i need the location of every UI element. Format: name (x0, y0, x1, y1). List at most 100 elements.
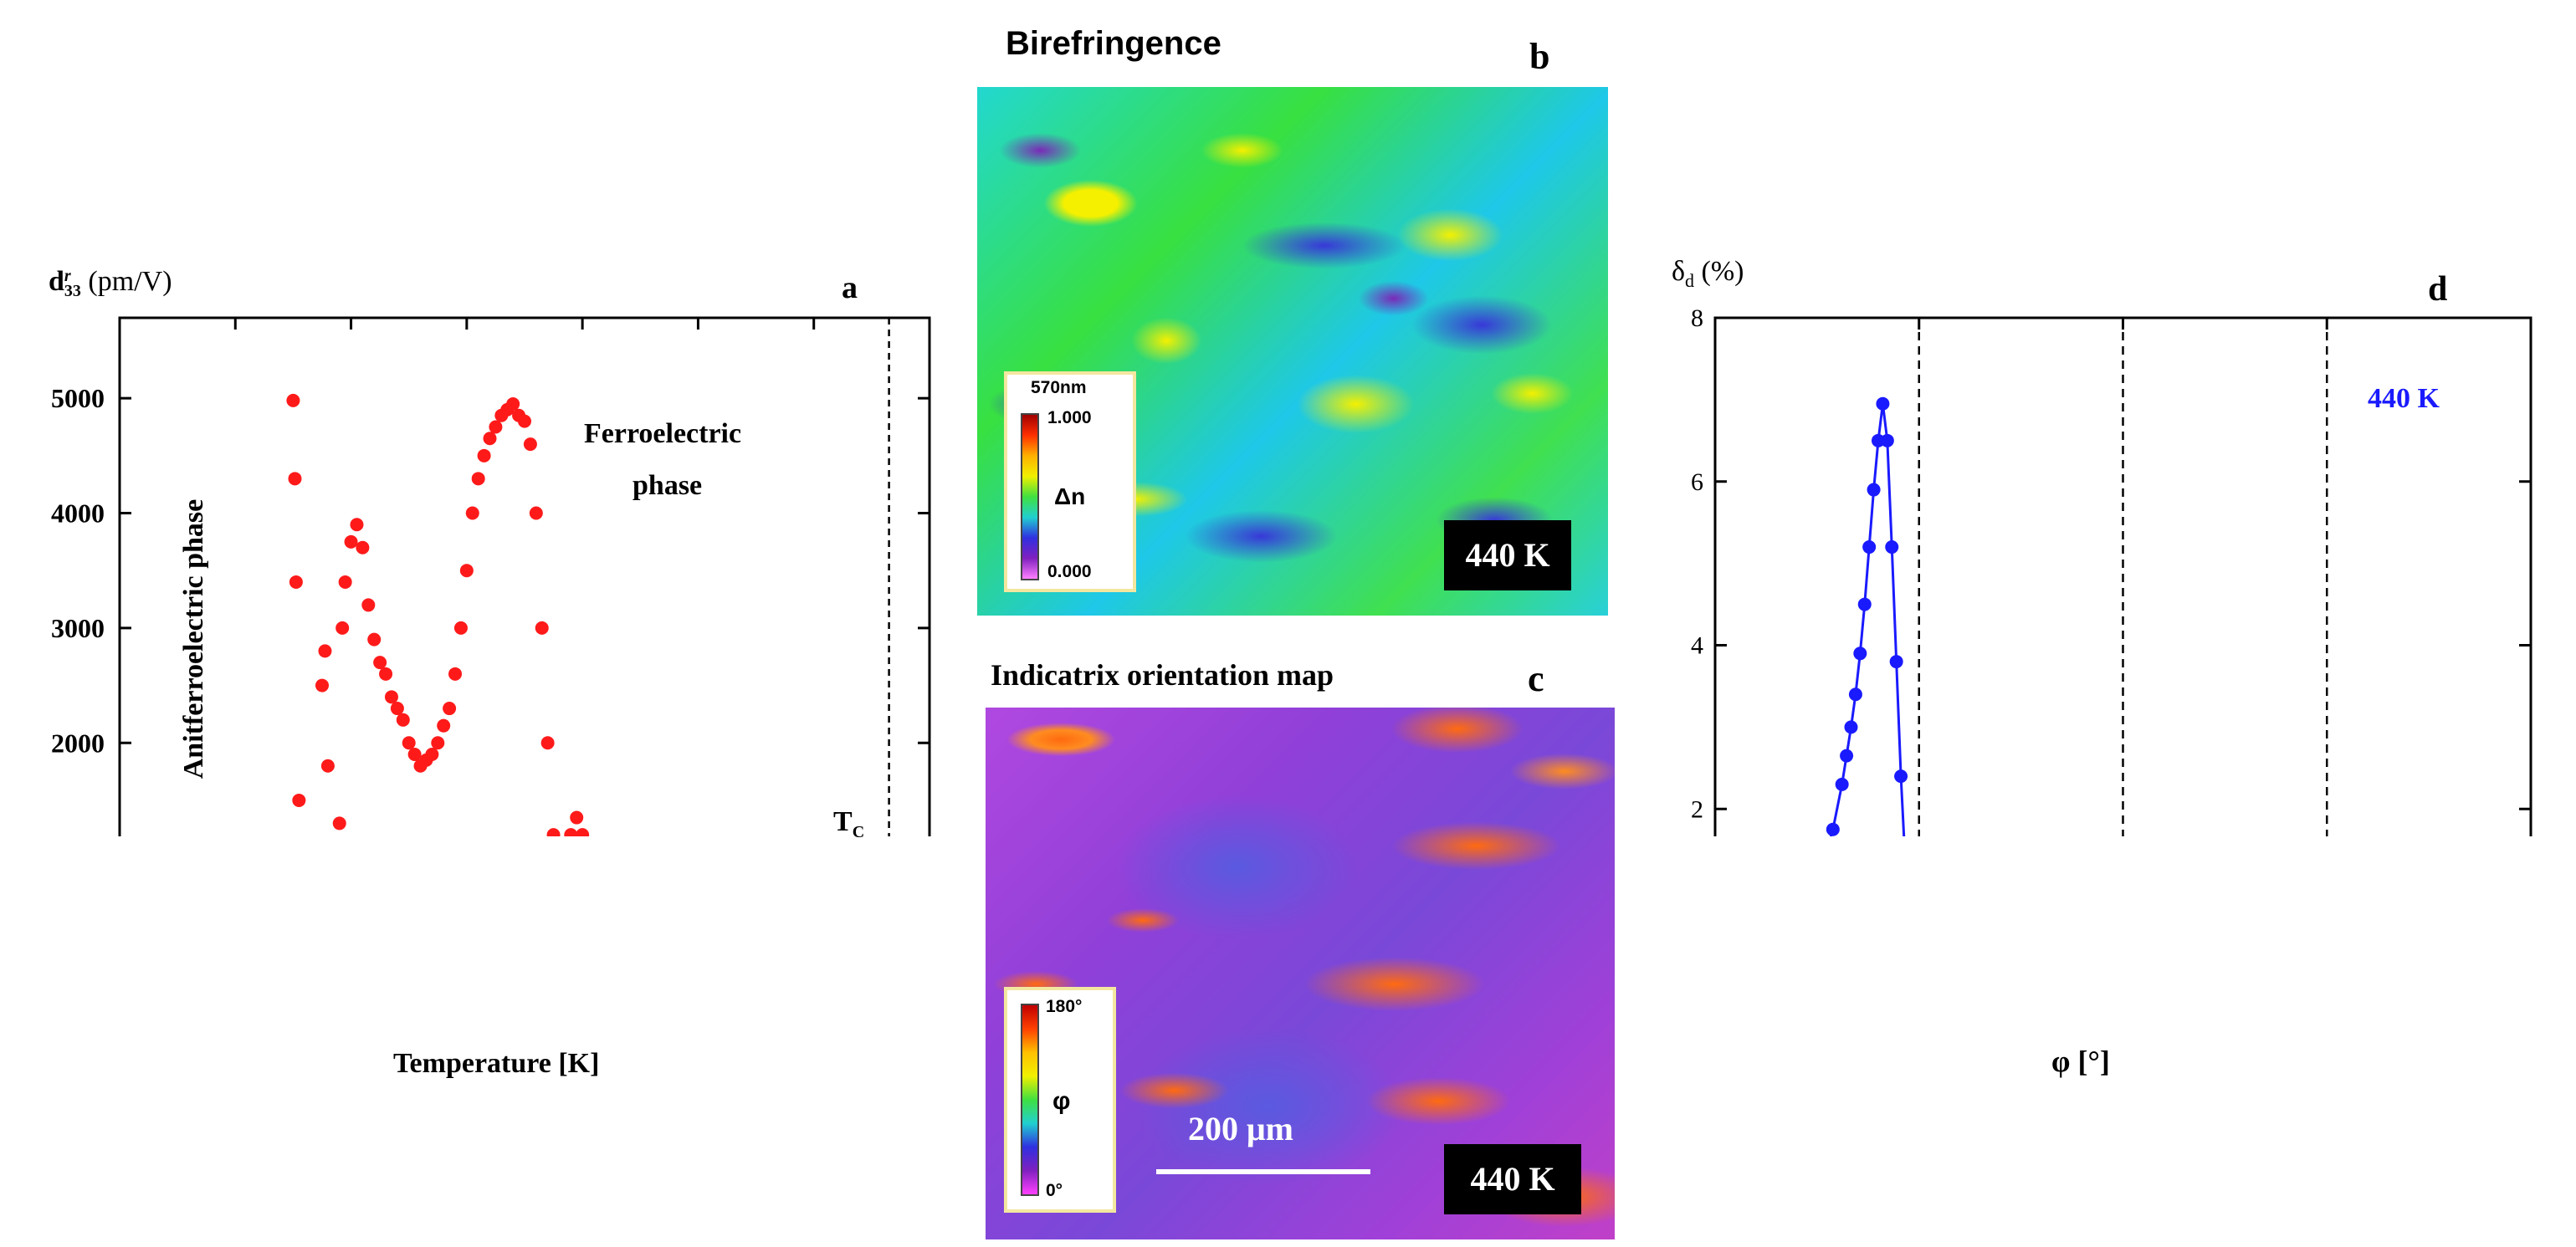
panel-a-point (459, 564, 474, 578)
panel-d-point (1826, 822, 1840, 836)
panel-a-point (506, 397, 520, 411)
panel-a-point (402, 736, 416, 750)
panel-a-point (570, 810, 584, 825)
panel-a-point (535, 621, 549, 635)
orientation-legend: 180° φ 0° (1004, 987, 1116, 1213)
panel-d-ytick-label: 6 (1691, 468, 1703, 496)
panel-a-point (540, 736, 555, 750)
panel-a-point (390, 702, 404, 716)
panel-a-point (546, 828, 561, 836)
panel-d-ytick-label: 8 (1691, 304, 1703, 332)
panel-d-ytick-label: 2 (1691, 795, 1703, 823)
panel-d-point (1894, 769, 1908, 784)
tc-label-sub: C (852, 822, 865, 841)
panel-a-point (437, 718, 451, 733)
panel-a-frame (118, 316, 931, 836)
panel-a-ytick-label: 3000 (51, 613, 105, 643)
phase-fe-label-line2: phase (632, 470, 703, 501)
panel-a-point (443, 702, 457, 716)
panel-d-ylabel: δd (%) (1672, 256, 1744, 292)
panel-a-ylabel-main: d (49, 266, 64, 297)
panel-a-ytick-label: 5000 (51, 383, 105, 413)
birefringence-legend-max: 1.000 (1047, 408, 1092, 427)
scale-bar-label: 200 μm (1188, 1110, 1293, 1147)
panel-a-point (453, 621, 468, 635)
panel-a-point (396, 713, 410, 727)
phase-fe-label-line1: Ferroelectric (584, 418, 742, 449)
panel-d-point (1876, 396, 1890, 411)
birefringence-legend-min: 0.000 (1047, 562, 1092, 581)
panel-a-ylabel-super: r (64, 267, 71, 286)
birefringence-colorbar (1021, 413, 1039, 580)
panel-a-point (350, 518, 364, 532)
panel-a-point (289, 575, 303, 589)
panel-a-chart: 3804004204404604805005200100020003000400… (51, 316, 931, 836)
birefringence-legend-top: 570nm (1031, 378, 1087, 397)
panel-a-point (576, 828, 590, 836)
panel-a-point (373, 656, 387, 670)
panel-d-point (1835, 777, 1849, 791)
panel-d-ylabel-main: δ (1672, 256, 1686, 287)
panel-a-xlabel: Temperature [K] (393, 1048, 600, 1079)
panel-d-chart: 0459013518002468 (1691, 304, 2532, 836)
panel-a-point (425, 748, 439, 761)
panel-a-point (384, 690, 398, 704)
birefringence-legend: 570nm 1.000 Δn 0.000 (1004, 371, 1136, 592)
panel-a-point (564, 828, 578, 836)
panel-a-point (523, 437, 537, 452)
tc-label: TC (833, 806, 864, 842)
panel-d-annotation: 440 K (2368, 383, 2440, 414)
panel-b-temperature-badge: 440 K (1444, 520, 1571, 590)
panel-a-point (361, 598, 376, 612)
birefringence-legend-symbol: Δn (1054, 483, 1086, 509)
panel-b-letter: b (1529, 36, 1550, 77)
panel-d-point (1880, 433, 1894, 447)
phase-afe-label: Anitferroelectric phase (178, 498, 209, 779)
panel-a-letter: a (842, 270, 858, 305)
panel-c-temperature-badge: 440 K (1444, 1144, 1581, 1214)
panel-a-point (471, 472, 485, 486)
panel-a-point (529, 506, 543, 520)
orientation-legend-max: 180° (1046, 997, 1083, 1016)
orientation-colorbar (1021, 1004, 1039, 1196)
panel-a-point (477, 448, 491, 463)
panel-d-point (1853, 646, 1867, 661)
panel-a-point (344, 534, 358, 549)
panel-a-point (518, 414, 531, 428)
panel-a-ytick-label: 2000 (51, 728, 105, 758)
panel-b-title: Birefringence (1006, 25, 1221, 62)
panel-a-point (332, 816, 346, 830)
panel-a-point (318, 644, 332, 658)
panel-a-point (288, 472, 302, 486)
panel-a-point (292, 793, 306, 807)
panel-a-point (286, 393, 300, 407)
panel-a-point (431, 736, 445, 750)
scale-bar (1156, 1169, 1370, 1174)
panel-c-letter: c (1528, 658, 1544, 699)
panel-a-point (489, 420, 503, 434)
panel-a-point (379, 667, 393, 681)
orientation-legend-symbol: φ (1052, 1087, 1071, 1115)
panel-d-xlabel: φ [°] (2051, 1045, 2110, 1078)
panel-a-point (315, 678, 329, 692)
panel-d-point (1848, 687, 1862, 702)
panel-a-ylabel: d r 33 (pm/V) (49, 266, 172, 299)
panel-d-ylabel-sub: d (1685, 269, 1695, 291)
panel-a-point (465, 506, 479, 520)
tc-label-main: T (833, 806, 853, 837)
panel-a-point (338, 575, 352, 589)
orientation-legend-min: 0° (1046, 1181, 1063, 1200)
panel-d-point (1889, 655, 1903, 669)
panel-c-title: Indicatrix orientation map (991, 658, 1334, 692)
panel-a-point (335, 621, 350, 635)
panel-d-ylabel-unit: (%) (1694, 256, 1744, 287)
panel-d-point (1840, 749, 1854, 763)
panel-a-point (320, 759, 335, 773)
panel-a-point (448, 667, 463, 681)
panel-a-point (483, 432, 497, 446)
panel-a-ylabel-unit: (pm/V) (80, 266, 172, 297)
panel-d-point (1857, 597, 1872, 611)
panel-d-ytick-label: 4 (1691, 632, 1703, 660)
panel-d-letter: d (2428, 270, 2448, 309)
panel-a-point (367, 632, 382, 646)
